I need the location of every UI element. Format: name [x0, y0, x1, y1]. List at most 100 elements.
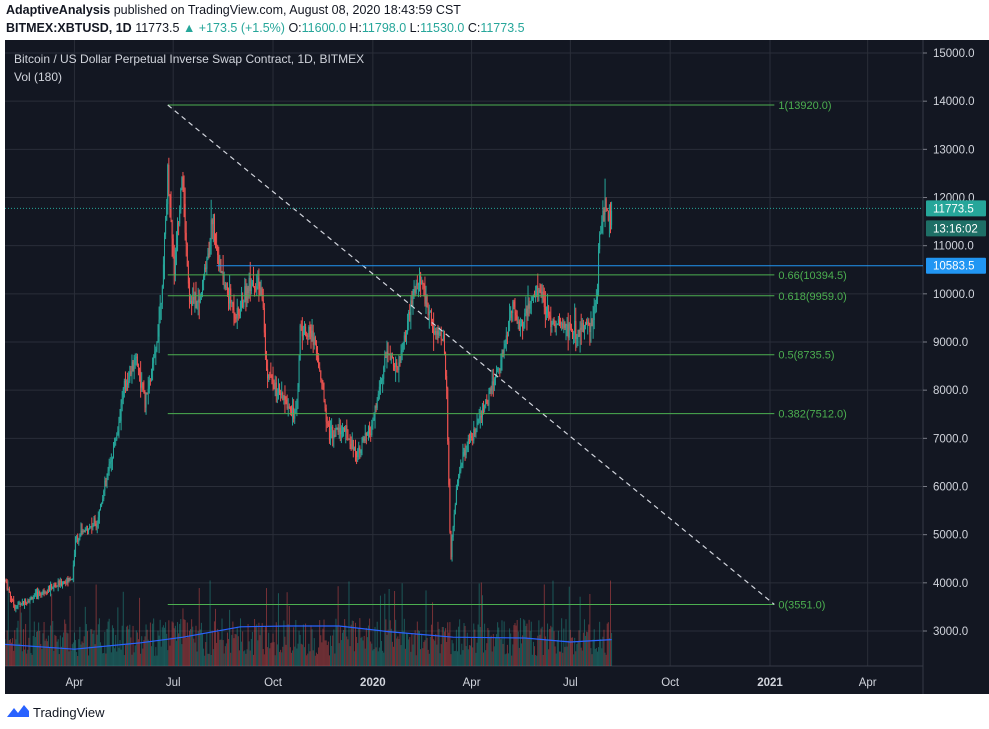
- candle-body: [308, 326, 310, 337]
- candle-body: [476, 423, 478, 431]
- volume-bar: [347, 639, 349, 666]
- volume-bar: [143, 640, 145, 666]
- candle-body: [13, 599, 15, 605]
- volume-bar: [540, 628, 542, 666]
- time-axis-label: 2021: [757, 677, 783, 689]
- candle-body: [594, 303, 596, 307]
- candle-body: [408, 311, 410, 321]
- candle-body: [555, 324, 557, 328]
- candle-body: [348, 438, 350, 440]
- candle-body: [193, 296, 195, 300]
- candle-body: [109, 461, 111, 464]
- candle-body: [218, 255, 220, 265]
- volume-bar: [280, 649, 282, 666]
- candle-body: [286, 399, 288, 409]
- volume-bar: [170, 637, 172, 666]
- candle-body: [136, 356, 138, 365]
- candle-body: [438, 332, 440, 335]
- candle-body: [550, 317, 552, 327]
- volume-bar: [217, 628, 219, 666]
- volume-bar: [432, 602, 434, 666]
- volume-bar: [450, 654, 452, 666]
- volume-bar: [28, 637, 30, 666]
- candle-body: [512, 301, 514, 313]
- chart-area[interactable]: 1(13920.0) 0.66(10394.5) 0.618(9959.0) 0.5(…: [5, 40, 989, 694]
- candle-body: [466, 444, 468, 450]
- chart-legend-title: Bitcoin / US Dollar Perpetual Inverse Sw…: [14, 52, 365, 66]
- fib-level-label: 0.618(9959.0): [778, 291, 847, 303]
- candle-body: [331, 426, 333, 430]
- author-name[interactable]: AdaptiveAnalysis: [6, 3, 111, 17]
- tradingview-brand[interactable]: TradingView: [33, 705, 105, 720]
- volume-bar: [351, 620, 353, 666]
- candle-body: [333, 434, 335, 439]
- candle-body: [566, 324, 568, 326]
- candle-body: [420, 273, 422, 285]
- volume-bar: [5, 645, 7, 666]
- candle-body: [543, 298, 545, 308]
- volume-bar: [581, 650, 583, 666]
- volume-bar: [535, 654, 537, 666]
- volume-bar: [133, 652, 135, 666]
- volume-bar: [62, 637, 64, 666]
- candle-body: [365, 433, 367, 436]
- volume-bar: [165, 622, 167, 666]
- candle-body: [314, 337, 316, 345]
- candle-body: [141, 383, 143, 388]
- volume-bar: [56, 641, 58, 666]
- volume-bar: [305, 623, 307, 666]
- candle-body: [385, 356, 387, 358]
- volume-bar: [448, 632, 450, 666]
- candle-body: [254, 286, 256, 290]
- candle-body: [563, 321, 565, 328]
- candle-body: [297, 387, 299, 409]
- volume-bar: [348, 581, 350, 666]
- volume-bar: [500, 639, 502, 666]
- volume-bar: [608, 638, 610, 666]
- candle-body: [507, 322, 509, 336]
- candle-body: [200, 292, 202, 296]
- candle-body: [394, 365, 396, 368]
- last-price-label: 11773.5: [933, 203, 974, 215]
- volume-bar: [215, 608, 217, 666]
- candle-body: [282, 392, 284, 401]
- volume-bar: [167, 650, 169, 666]
- close-value: 11773.5: [480, 21, 525, 35]
- candle-body: [346, 425, 348, 430]
- countdown-label: 13:16:02: [933, 223, 978, 235]
- candle-body: [362, 437, 364, 440]
- volume-bar: [43, 622, 45, 666]
- candle-body: [269, 374, 271, 376]
- volume-bar: [391, 641, 393, 666]
- volume-bar: [553, 631, 555, 666]
- candle-body: [522, 319, 524, 329]
- price-chart[interactable]: 1(13920.0) 0.66(10394.5) 0.618(9959.0) 0.5(…: [5, 40, 989, 694]
- candle-body: [414, 289, 416, 293]
- candle-body: [540, 291, 542, 294]
- candle-body: [27, 600, 29, 604]
- candle-body: [434, 330, 436, 334]
- candle-body: [106, 475, 108, 482]
- volume-bar: [452, 643, 454, 666]
- candle-body: [33, 594, 35, 598]
- candle-body: [501, 352, 503, 360]
- fib-level-label: 0(3551.0): [778, 599, 825, 611]
- candle-body: [76, 536, 78, 538]
- volume-bar: [490, 635, 492, 666]
- fib-level-label: 1(13920.0): [778, 100, 831, 112]
- candle-body: [570, 328, 572, 330]
- volume-bar: [400, 645, 402, 666]
- volume-bar: [582, 632, 584, 666]
- candle-body: [271, 377, 273, 379]
- volume-bar: [552, 580, 554, 666]
- candle-body: [428, 311, 430, 316]
- candle-body: [464, 449, 466, 456]
- candle-body: [156, 342, 158, 350]
- candle-body: [580, 327, 582, 330]
- candle-body: [171, 220, 173, 239]
- candle-body: [359, 447, 361, 454]
- candle-body: [480, 416, 482, 418]
- volume-bar: [497, 622, 499, 666]
- candle-body: [514, 306, 516, 313]
- volume-bar: [128, 629, 130, 666]
